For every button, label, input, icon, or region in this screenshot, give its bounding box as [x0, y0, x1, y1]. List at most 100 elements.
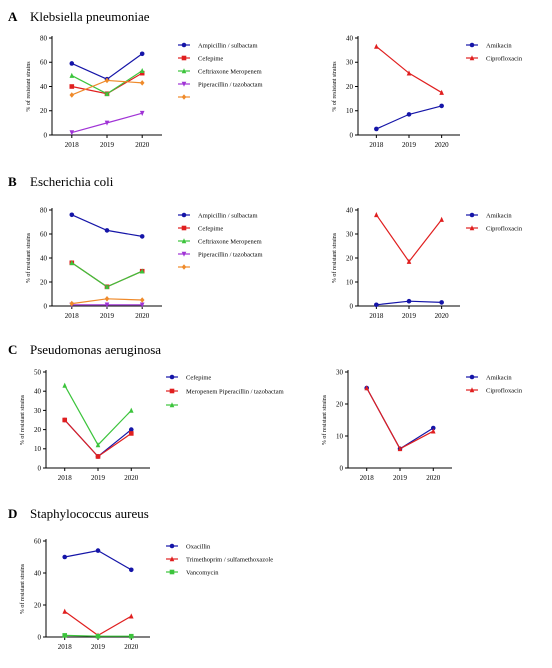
data-point	[406, 258, 412, 264]
data-point	[374, 126, 379, 132]
y-tick-label: 20	[346, 254, 354, 262]
x-tick-label: 2020	[124, 643, 139, 651]
legend-label: Cefepime	[198, 225, 223, 232]
data-point	[128, 431, 134, 436]
legend-label: Ampicillin / sulbactam	[198, 212, 258, 219]
data-point	[69, 130, 75, 136]
y-tick-label: 60	[34, 537, 42, 545]
x-tick-label: 2018	[58, 474, 73, 482]
data-point	[69, 260, 75, 266]
y-tick-label: 80	[40, 34, 48, 42]
data-point	[95, 548, 101, 553]
x-tick-label: 2019	[402, 141, 417, 149]
y-axis-title: % of resistant strains	[25, 61, 32, 112]
y-tick-label: 30	[346, 230, 354, 238]
x-tick-label: 2019	[100, 312, 115, 320]
data-point	[374, 212, 379, 218]
x-tick-label: 2020	[135, 141, 150, 149]
x-tick-label: 2020	[435, 312, 450, 320]
data-point	[104, 90, 110, 97]
chart-4: 0 10 20 30 40 50 2018 2019 2020 % of resistant st…	[19, 368, 284, 482]
data-point	[406, 298, 412, 304]
data-point	[69, 212, 75, 218]
chart-2: 0 20 40 60 80 2018 2019 2020 % of resistant stra…	[25, 206, 263, 320]
data-point	[95, 454, 101, 459]
legend-marker	[169, 556, 175, 562]
legend-marker	[469, 374, 475, 380]
legend-label: Amikacin	[486, 374, 512, 381]
data-point	[406, 112, 412, 117]
y-tick-label: 10	[346, 278, 354, 286]
y-tick-label: 10	[346, 107, 354, 115]
y-tick-label: 0	[44, 131, 48, 139]
data-point	[104, 228, 110, 233]
y-axis-title: % of resistant strains	[19, 563, 26, 614]
legend-marker	[169, 374, 175, 380]
legend-marker	[169, 388, 175, 394]
y-tick-label: 0	[350, 131, 354, 139]
x-tick-label: 2019	[91, 474, 106, 482]
data-point	[430, 425, 436, 431]
legend-marker	[469, 225, 475, 231]
y-tick-label: 20	[336, 400, 344, 408]
y-tick-label: 20	[346, 83, 354, 91]
panel-title-d: Staphylococcus aureus	[30, 506, 149, 521]
x-tick-label: 2018	[369, 312, 384, 320]
series-line	[366, 387, 434, 450]
data-point	[95, 442, 101, 448]
data-point	[69, 61, 75, 66]
legend-label: Ceftriaxone Meropenem	[198, 238, 262, 245]
legend-marker	[181, 81, 187, 87]
panel-letter-b: B	[8, 174, 17, 189]
chart-0: 0 20 40 60 80 2018 2019 2020 % of resistant stra…	[25, 34, 263, 149]
data-point	[139, 268, 145, 274]
data-point	[439, 300, 444, 305]
y-tick-label: 80	[40, 206, 48, 214]
data-point	[104, 120, 110, 126]
data-point	[104, 77, 110, 84]
data-point	[374, 43, 379, 49]
x-tick-label: 2019	[402, 312, 417, 320]
data-point	[62, 608, 68, 614]
y-tick-label: 30	[336, 368, 344, 376]
data-point	[139, 302, 145, 308]
data-point	[139, 80, 145, 86]
legend-marker	[181, 94, 187, 100]
panel-title-a: Klebsiella pneumoniae	[30, 9, 150, 24]
series-line	[375, 214, 443, 263]
data-point	[104, 284, 110, 290]
y-tick-label: 20	[34, 426, 42, 434]
legend-label: Amikacin	[486, 212, 512, 219]
legend-marker	[469, 212, 475, 218]
data-point	[104, 302, 110, 308]
series-line	[71, 262, 143, 288]
y-axis-title: % of resistant strains	[331, 232, 338, 283]
legend-marker	[469, 55, 475, 61]
data-point	[364, 385, 370, 391]
y-axis-title: % of resistant strains	[25, 232, 32, 283]
y-tick-label: 40	[346, 206, 354, 214]
data-point	[69, 300, 75, 307]
data-point	[439, 103, 444, 109]
y-tick-label: 0	[44, 302, 48, 310]
panel-title-c: Pseudomonas aeruginosa	[30, 342, 161, 357]
legend-label: Cefepime	[198, 55, 223, 62]
legend-label: Piperacillin / tazobactam	[198, 251, 263, 258]
x-tick-label: 2019	[393, 474, 408, 482]
x-tick-label: 2018	[369, 141, 384, 149]
data-point	[374, 302, 379, 308]
data-point	[439, 216, 444, 222]
data-point	[406, 70, 412, 76]
data-point	[128, 633, 134, 639]
y-tick-label: 0	[38, 464, 42, 472]
legend-marker	[181, 264, 187, 270]
series-line	[71, 53, 143, 80]
series-line	[366, 387, 434, 450]
legend-marker	[181, 55, 187, 61]
legend-marker	[169, 569, 175, 575]
legend-label: Oxacillin	[186, 543, 211, 550]
y-tick-label: 40	[34, 569, 42, 577]
data-point	[139, 67, 145, 74]
y-tick-label: 20	[40, 107, 48, 115]
